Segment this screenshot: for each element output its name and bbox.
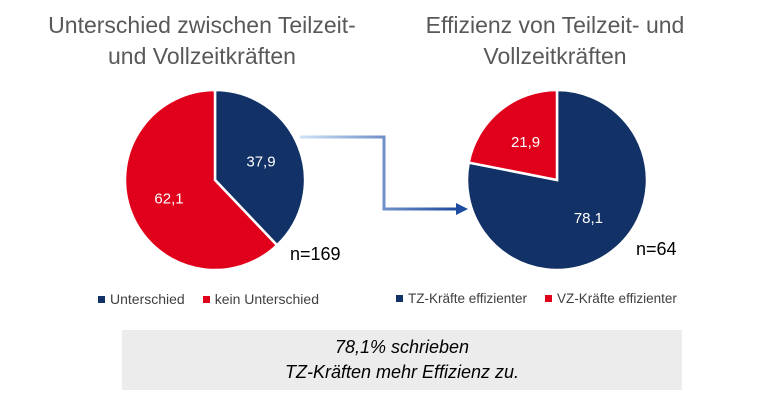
pie-slice-kein-unterschied bbox=[123, 88, 279, 272]
left-pie-chart: 37,9 62,1 bbox=[123, 88, 307, 272]
legend-item-unterschied: Unterschied bbox=[98, 291, 185, 307]
left-sample-size: n=169 bbox=[290, 244, 341, 264]
pie-slice-unterschied bbox=[213, 88, 307, 247]
pie-data-label: 21,9 bbox=[511, 134, 540, 151]
right-sample-size: n=64 bbox=[636, 239, 677, 259]
legend-label: TZ-Kräfte effizienter bbox=[408, 291, 528, 306]
legend-label: VZ-Kräfte effizienter bbox=[557, 291, 677, 306]
legend-swatch-red bbox=[202, 295, 210, 303]
right-legend: TZ-Kräfte effizienter VZ-Kräfte effizien… bbox=[396, 291, 677, 306]
summary-note-line-2: TZ-Kräften mehr Effizienz zu. bbox=[284, 362, 520, 382]
legend-swatch-navy bbox=[98, 295, 105, 303]
legend-item-tz-effizienter: TZ-Kräfte effizienter bbox=[396, 291, 527, 306]
arrow-head bbox=[456, 203, 468, 215]
legend-swatch-navy bbox=[396, 295, 403, 302]
legend-item-vz-effizienter: VZ-Kräfte effizienter bbox=[545, 291, 677, 306]
right-chart-title: Effizienz von Teilzeit- und Vollzeitkräf… bbox=[425, 12, 685, 69]
legend-item-kein-unterschied: kein Unterschied bbox=[202, 291, 319, 307]
pie-data-label: 78,1 bbox=[574, 210, 603, 227]
summary-note-line-1: 78,1% schrieben bbox=[334, 337, 470, 357]
pie-slice-vz-kr-fte-effizienter bbox=[467, 88, 559, 182]
pie-data-label: 62,1 bbox=[154, 190, 183, 207]
right-pie-chart: 78,1 21,9 bbox=[465, 88, 649, 272]
pie-data-label: 37,9 bbox=[246, 154, 275, 171]
legend-swatch-red bbox=[545, 295, 553, 302]
left-chart-title: Unterschied zwischen Teilzeit- und Vollz… bbox=[48, 12, 356, 69]
legend-label: Unterschied bbox=[110, 291, 185, 307]
legend-label: kein Unterschied bbox=[214, 291, 319, 307]
summary-note: 78,1% schrieben TZ-Kräften mehr Effizien… bbox=[122, 330, 682, 390]
left-legend: Unterschied kein Unterschied bbox=[98, 291, 319, 307]
connector-arrow bbox=[300, 135, 456, 211]
